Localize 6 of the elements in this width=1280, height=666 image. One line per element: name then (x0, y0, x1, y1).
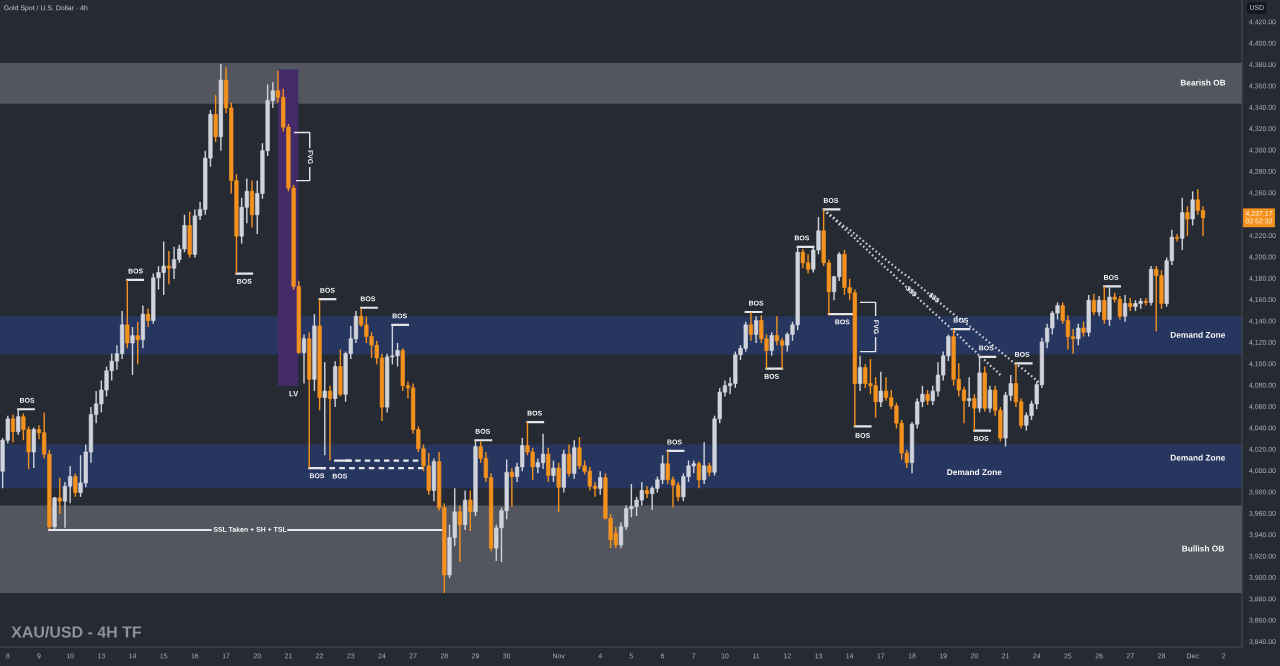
band-label: Demand Zone (947, 468, 1002, 476)
band-label: Demand Zone (1170, 331, 1226, 338)
band-label: Bearish OB (1180, 79, 1226, 86)
band-label: Demand Zone (1170, 454, 1226, 461)
band-label: Bullish OB (1182, 545, 1224, 552)
annotation: XAU/USD - 4H TF (11, 625, 142, 638)
